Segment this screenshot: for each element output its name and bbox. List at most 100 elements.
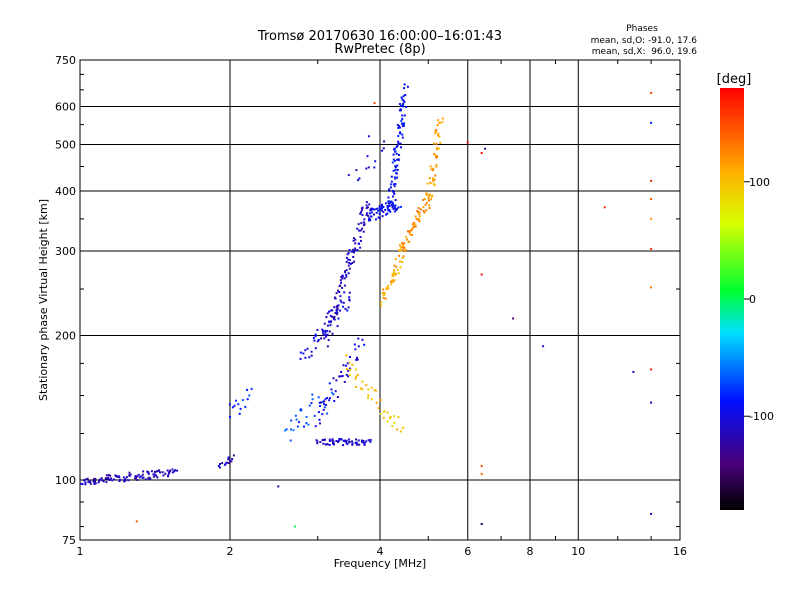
data-point [378, 217, 381, 220]
data-point [425, 193, 428, 196]
data-point [414, 215, 417, 218]
data-point [383, 140, 386, 143]
data-point [93, 477, 96, 480]
data-point [353, 343, 356, 346]
data-point [155, 474, 158, 477]
data-point [403, 83, 406, 86]
data-point [108, 479, 111, 481]
data-point [341, 375, 344, 377]
data-point [140, 475, 143, 478]
data-point [328, 440, 331, 442]
data-point [426, 182, 429, 185]
data-point [343, 291, 346, 294]
data-point [341, 277, 344, 280]
data-point [354, 368, 357, 371]
data-point [326, 333, 329, 336]
data-point [373, 102, 376, 105]
data-point [317, 411, 320, 414]
data-point [393, 185, 396, 188]
data-point [398, 125, 400, 128]
data-point [402, 426, 405, 429]
data-point [365, 213, 368, 216]
data-point [306, 347, 309, 350]
data-point [135, 520, 138, 523]
data-point [162, 474, 165, 477]
data-point [650, 198, 653, 200]
data-point [293, 525, 296, 528]
data-point [110, 477, 113, 480]
data-point [123, 480, 126, 483]
data-point [348, 291, 351, 294]
data-point [384, 202, 387, 205]
data-point [237, 403, 240, 406]
data-point [317, 339, 320, 341]
data-point [385, 288, 388, 291]
data-point [357, 337, 360, 340]
data-point [381, 207, 384, 210]
data-point [317, 396, 320, 399]
data-point [325, 335, 328, 338]
data-point [381, 203, 383, 206]
data-point [174, 469, 176, 472]
data-point [323, 438, 326, 441]
data-point [134, 475, 137, 478]
data-point [250, 387, 253, 390]
y-tick-label: 750 [55, 54, 76, 67]
data-point [394, 168, 397, 171]
data-point [337, 317, 340, 320]
data-point [113, 478, 116, 481]
data-point [393, 279, 396, 282]
data-point [389, 183, 392, 186]
data-point [392, 274, 395, 277]
data-point [380, 301, 383, 304]
data-point [314, 425, 317, 428]
data-point [338, 375, 341, 378]
data-point [429, 165, 432, 168]
data-point [432, 169, 434, 172]
data-point [403, 114, 406, 117]
data-point [404, 94, 407, 96]
data-point [347, 252, 350, 254]
data-point [387, 285, 390, 288]
data-point [298, 421, 300, 424]
data-point [89, 482, 92, 485]
data-point [156, 470, 158, 473]
data-point [107, 478, 110, 481]
data-point [328, 321, 331, 324]
data-point [345, 364, 348, 367]
data-point [319, 405, 321, 407]
data-point [154, 471, 157, 474]
data-point [312, 336, 315, 339]
data-point [394, 165, 397, 168]
data-point [327, 324, 329, 327]
data-point [217, 465, 220, 467]
data-point [430, 195, 433, 198]
data-point [232, 454, 235, 457]
data-point [304, 356, 307, 359]
data-point [346, 309, 349, 312]
data-point [359, 246, 362, 249]
data-point [334, 297, 337, 300]
data-point [221, 462, 224, 465]
data-point [342, 444, 344, 447]
data-point [159, 471, 162, 474]
data-point [176, 469, 179, 472]
data-point [390, 180, 393, 183]
data-point [603, 206, 606, 209]
data-point [320, 337, 323, 340]
data-point [390, 281, 393, 283]
y-tick-label: 75 [62, 534, 76, 547]
data-point [356, 373, 359, 376]
data-point [390, 175, 393, 178]
data-point [396, 168, 399, 171]
data-point [316, 340, 319, 343]
data-point [393, 415, 396, 418]
data-point [296, 425, 299, 428]
data-point [94, 482, 97, 485]
data-point [346, 443, 349, 446]
data-point [418, 215, 421, 218]
data-point [342, 305, 345, 308]
data-point [100, 477, 103, 480]
data-point [418, 218, 421, 221]
data-point [355, 358, 358, 361]
